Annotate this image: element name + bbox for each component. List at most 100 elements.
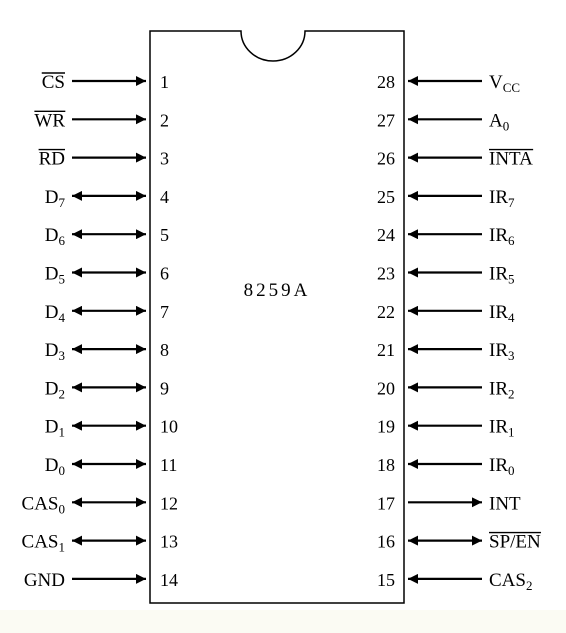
right-pin-17-name: INT	[489, 493, 521, 514]
right-pin-20-label: IR2	[489, 378, 515, 401]
right-pin-24: 24 IR6	[377, 225, 515, 248]
left-pin-5-label: D6	[45, 225, 66, 248]
left-pin-2: 2 WR	[34, 110, 169, 131]
right-pin-24-name: IR	[489, 225, 508, 246]
left-pin-12-subscript: 0	[59, 501, 66, 516]
right-pin-17: 17 INT	[377, 493, 521, 514]
right-pin-19-label: IR1	[489, 417, 515, 440]
right-pin-21: 21 IR3	[377, 340, 515, 363]
right-pin-24-number: 24	[377, 225, 395, 245]
left-pin-11-label: D0	[45, 455, 65, 478]
right-pin-19-name: IR	[489, 417, 508, 438]
right-pin-18-number: 18	[377, 455, 395, 475]
left-pin-4: 4 D7	[45, 187, 169, 210]
left-pin-5: 5 D6	[45, 225, 169, 248]
left-pin-10-number: 10	[160, 417, 178, 437]
right-pin-16-label: SP/EN	[489, 532, 541, 553]
left-pin-8-name: D	[45, 340, 59, 361]
left-pin-13-number: 13	[160, 532, 178, 552]
left-pin-13: 13 CAS1	[22, 532, 178, 555]
right-pin-28-label: VCC	[489, 72, 520, 95]
right-pin-25-name: IR	[489, 187, 508, 208]
right-pin-15-subscript: 2	[526, 578, 533, 593]
right-pin-18: 18 IR0	[377, 455, 515, 478]
left-pin-4-subscript: 7	[59, 195, 66, 210]
right-pin-27-subscript: 0	[503, 118, 510, 133]
right-pin-25-label: IR7	[489, 187, 515, 210]
left-pin-5-name: D	[45, 225, 59, 246]
left-pin-10: 10 D1	[45, 417, 178, 440]
left-pin-14: 14 GND	[24, 570, 178, 591]
left-pin-3-name: RD	[39, 149, 65, 170]
left-pin-6-subscript: 5	[59, 272, 66, 287]
left-pin-10-subscript: 1	[59, 425, 66, 440]
left-pin-7-label: D4	[45, 302, 66, 325]
left-pin-10-name: D	[45, 417, 59, 438]
left-pin-9-name: D	[45, 378, 59, 399]
left-pin-9: 9 D2	[45, 378, 169, 401]
right-pin-15-number: 15	[377, 570, 395, 590]
left-pin-12-name: CAS	[22, 493, 59, 514]
right-pin-24-label: IR6	[489, 225, 515, 248]
right-pin-26-label: INTA	[489, 149, 533, 170]
left-pin-11-number: 11	[160, 455, 177, 475]
right-pin-23-label: IR5	[489, 264, 515, 287]
right-pin-24-subscript: 6	[508, 233, 515, 248]
left-pin-1-label: CS	[42, 72, 65, 93]
left-pin-6-number: 6	[160, 264, 169, 284]
right-pin-18-subscript: 0	[508, 463, 515, 478]
left-pin-1: 1 CS	[41, 72, 169, 93]
right-pin-22: 22 IR4	[377, 302, 515, 325]
right-pin-21-label: IR3	[489, 340, 515, 363]
left-pin-1-name: CS	[42, 72, 65, 93]
left-pin-14-name: GND	[24, 570, 65, 591]
left-pin-9-label: D2	[45, 378, 65, 401]
right-pin-16-number: 16	[377, 532, 395, 552]
right-pin-28-subscript: CC	[503, 80, 520, 95]
right-pin-23-name: IR	[489, 264, 508, 285]
right-pin-23-subscript: 5	[508, 272, 515, 287]
right-pin-26: 26 INTA	[377, 149, 534, 170]
left-pin-13-subscript: 1	[59, 540, 66, 555]
right-pin-22-subscript: 4	[508, 310, 515, 325]
right-pin-27-label: A0	[489, 110, 509, 133]
left-pin-2-label: WR	[34, 110, 65, 131]
left-pin-11: 11 D0	[45, 455, 178, 478]
left-pin-8-number: 8	[160, 340, 169, 360]
right-pin-21-subscript: 3	[508, 348, 515, 363]
chip-body	[149, 30, 405, 604]
left-pin-4-label: D7	[45, 187, 66, 210]
left-pin-6: 6 D5	[45, 264, 169, 287]
right-pin-17-label: INT	[489, 493, 521, 514]
right-pin-27-number: 27	[377, 110, 395, 130]
right-pin-16: 16 SP/EN	[377, 532, 542, 553]
left-pin-9-subscript: 2	[59, 386, 66, 401]
right-pin-23: 23 IR5	[377, 264, 515, 287]
right-pin-27-name: A	[489, 110, 503, 131]
right-pin-23-number: 23	[377, 264, 395, 284]
left-pin-2-number: 2	[160, 110, 169, 130]
right-pin-21-name: IR	[489, 340, 508, 361]
right-pin-25-subscript: 7	[508, 195, 515, 210]
right-pin-28: 28 VCC	[377, 72, 520, 95]
left-pin-8-label: D3	[45, 340, 65, 363]
right-pin-19-number: 19	[377, 417, 395, 437]
left-pin-group: 1CS2WR3RD4D75D66D57D48D39D210D111D012CAS…	[22, 72, 178, 591]
right-pin-28-name: V	[489, 72, 503, 93]
right-pin-25: 25 IR7	[377, 187, 515, 210]
left-pin-8: 8 D3	[45, 340, 169, 363]
right-pin-18-name: IR	[489, 455, 508, 476]
left-pin-3-number: 3	[160, 149, 169, 169]
right-pin-17-number: 17	[377, 493, 395, 513]
bottom-strip	[0, 610, 566, 633]
left-pin-9-number: 9	[160, 378, 169, 398]
left-pin-3: 3 RD	[38, 149, 169, 170]
left-pin-11-name: D	[45, 455, 59, 476]
right-pin-15-label: CAS2	[489, 570, 532, 593]
right-pin-20: 20 IR2	[377, 378, 515, 401]
left-pin-14-label: GND	[24, 570, 65, 591]
right-pin-18-label: IR0	[489, 455, 515, 478]
left-pin-14-number: 14	[160, 570, 178, 590]
